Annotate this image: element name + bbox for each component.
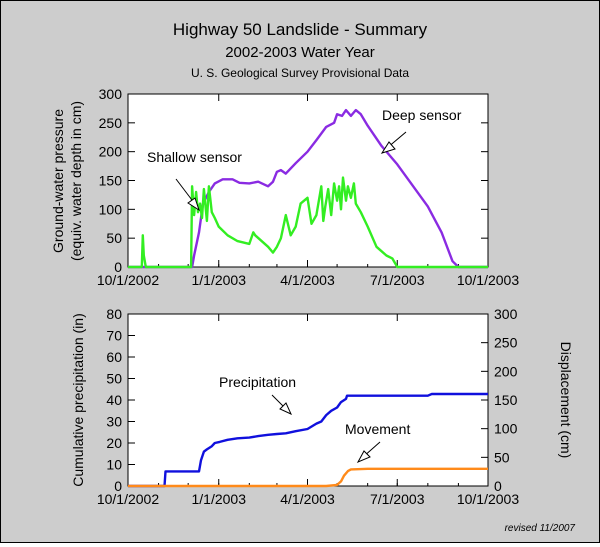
- precip-ytick-label: 40: [106, 392, 122, 408]
- precip-ytick-label: 80: [106, 306, 122, 322]
- deep-sensor-series-line: [128, 108, 488, 269]
- groundwater-xtick-label: 10/1/2002: [97, 272, 159, 288]
- precip-y2tick-label: 0: [494, 478, 502, 494]
- chart-source: U. S. Geological Survey Provisional Data: [191, 66, 409, 80]
- movement-annotation: Movement: [345, 421, 410, 437]
- shallow-sensor-annotation: Shallow sensor: [147, 149, 242, 165]
- displacement-ylabel: Displacement (cm): [558, 342, 574, 459]
- precip-series: [128, 392, 488, 488]
- movement-series-line: [128, 467, 488, 488]
- precip-ytick-label: 50: [106, 371, 122, 387]
- groundwater-ytick-label: 250: [99, 115, 123, 131]
- movement-arrow: [356, 441, 381, 464]
- precip-ytick-label: 20: [106, 435, 122, 451]
- groundwater-ytick-label: 150: [99, 173, 123, 189]
- precip-y2tick-label: 50: [494, 449, 510, 465]
- groundwater-xtick-label: 4/1/2003: [280, 272, 335, 288]
- groundwater-ytick-label: 0: [114, 259, 122, 275]
- precip-y2tick-label: 150: [494, 392, 518, 408]
- precip-plot-area: [127, 313, 489, 487]
- groundwater-xtick-label: 7/1/2003: [370, 272, 425, 288]
- precip-ylabel: Cumulative precipitation (in): [70, 313, 86, 487]
- groundwater-ytick-label: 300: [99, 86, 123, 102]
- groundwater-ylabel-line2: (equiv. water depth in cm): [68, 101, 84, 261]
- precipitation-series-line: [128, 392, 488, 488]
- precip-ytick-label: 30: [106, 414, 122, 430]
- precip-y2tick-label: 200: [494, 363, 518, 379]
- precip-xtick-label: 10/1/2003: [457, 491, 519, 507]
- groundwater-ytick-label: 100: [99, 201, 123, 217]
- precip-ytick-label: 0: [114, 478, 122, 494]
- deep-arrow: [380, 131, 407, 154]
- precipitation-arrow: [271, 394, 293, 416]
- shallow-arrow: [175, 178, 200, 212]
- precip-y2tick-label: 300: [494, 306, 518, 322]
- precip-ytick-label: 60: [106, 349, 122, 365]
- precip-axes: 10/1/2002 1/1/2003 4/1/2003 7/1/2003 10/1/20…: [97, 306, 519, 507]
- precip-ytick-label: 70: [106, 328, 122, 344]
- precip-xtick-label: 10/1/2002: [97, 491, 159, 507]
- revised-note: revised 11/2007: [505, 523, 576, 534]
- precipitation-annotation: Precipitation: [219, 374, 296, 390]
- groundwater-plot-area: [127, 93, 489, 268]
- precip-y2tick-label: 250: [494, 335, 518, 351]
- precip-xtick-label: 1/1/2003: [191, 491, 246, 507]
- deep-sensor-annotation: Deep sensor: [382, 107, 462, 123]
- groundwater-ytick-label: 50: [106, 230, 122, 246]
- groundwater-xtick-label: 1/1/2003: [191, 272, 246, 288]
- groundwater-ylabel-line1: Ground-water pressure: [50, 109, 66, 253]
- precip-y2tick-label: 100: [494, 421, 518, 437]
- precip-xtick-label: 4/1/2003: [280, 491, 335, 507]
- precip-xtick-label: 7/1/2003: [370, 491, 425, 507]
- precip-ytick-label: 10: [106, 457, 122, 473]
- chart-title: Highway 50 Landslide - Summary: [173, 20, 428, 39]
- groundwater-xtick-label: 10/1/2003: [457, 272, 519, 288]
- chart-subtitle: 2002-2003 Water Year: [225, 44, 375, 61]
- groundwater-axes: 10/1/2002 1/1/2003 4/1/2003 7/1/2003 10/1/20…: [97, 86, 519, 288]
- groundwater-ytick-label: 200: [99, 144, 123, 160]
